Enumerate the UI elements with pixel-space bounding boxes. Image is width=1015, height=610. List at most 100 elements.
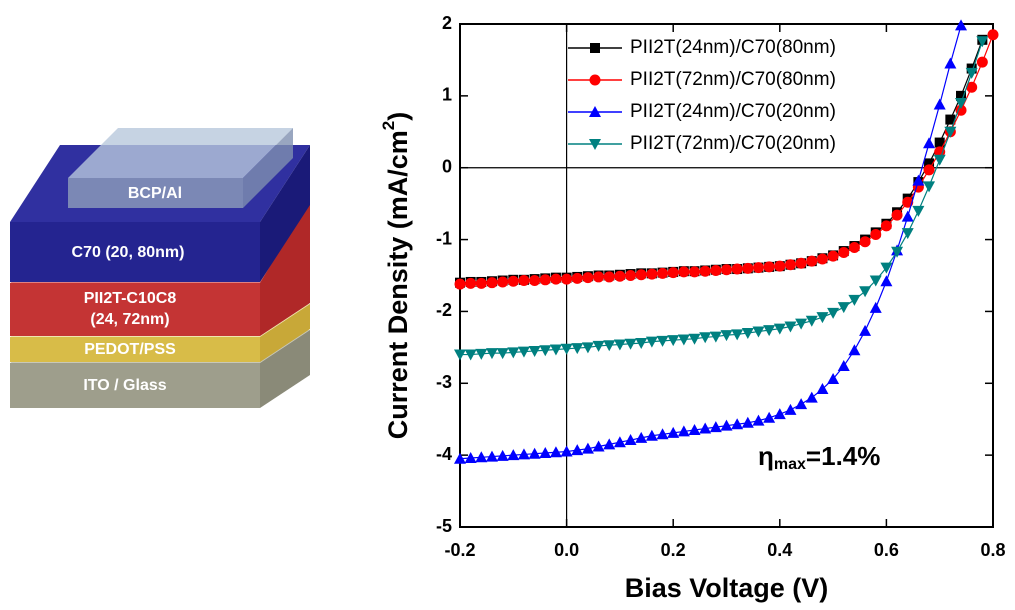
layer-front <box>10 283 260 336</box>
marker <box>741 416 754 428</box>
legend-label: PII2T(24nm)/C70(80nm) <box>630 37 836 58</box>
marker <box>485 348 498 360</box>
marker <box>933 154 946 166</box>
marker <box>752 326 765 338</box>
marker <box>699 332 712 344</box>
x-tick-label: -0.2 <box>444 540 475 560</box>
marker <box>816 253 828 265</box>
marker <box>507 449 520 461</box>
marker <box>497 276 509 288</box>
marker <box>720 330 733 342</box>
x-tick-label: 0.4 <box>767 540 792 560</box>
marker <box>902 196 914 208</box>
marker <box>912 205 925 217</box>
marker <box>677 425 690 437</box>
layer-front <box>10 337 260 362</box>
marker <box>518 275 530 287</box>
marker <box>549 446 562 458</box>
marker <box>667 426 680 438</box>
marker <box>571 444 584 456</box>
marker <box>848 344 861 356</box>
marker <box>848 294 861 306</box>
marker <box>561 273 573 285</box>
marker <box>528 447 541 459</box>
marker <box>475 348 488 360</box>
marker <box>837 360 850 372</box>
marker <box>656 335 669 347</box>
marker <box>550 273 562 285</box>
marker <box>689 266 701 278</box>
marker <box>560 445 573 457</box>
marker <box>571 343 584 355</box>
marker <box>763 261 775 273</box>
marker <box>741 327 754 339</box>
marker <box>635 269 647 281</box>
marker <box>656 428 669 440</box>
plot: -5 -4 -3 -2 -1 0 1 2 -0.2 0.0 0.2 0.4 0.6 0.8 Bias Vol… <box>379 13 1005 603</box>
marker <box>880 275 893 287</box>
annotation-symbol: η <box>758 441 774 471</box>
marker <box>934 146 946 158</box>
marker <box>987 29 999 41</box>
marker <box>827 307 840 319</box>
x-tick-label: 0.6 <box>874 540 899 560</box>
marker <box>677 334 690 346</box>
marker <box>571 272 583 284</box>
annotation-subscript: max <box>774 456 806 473</box>
marker <box>657 267 669 279</box>
legend-label: PII2T(72nm)/C70(20nm) <box>630 133 836 154</box>
marker <box>869 275 882 287</box>
y-tick-label: -4 <box>436 444 452 464</box>
marker <box>806 255 818 267</box>
layer-top <box>68 128 293 178</box>
marker <box>539 446 552 458</box>
layer-side <box>260 145 310 282</box>
marker <box>507 275 519 287</box>
marker <box>976 36 989 48</box>
legend-marker <box>589 106 601 117</box>
x-tick-label: 0.0 <box>554 540 579 560</box>
marker <box>454 452 466 464</box>
marker <box>603 438 616 450</box>
marker <box>773 323 786 335</box>
marker <box>859 324 872 336</box>
marker <box>464 452 477 464</box>
marker <box>549 344 562 356</box>
layer-front <box>10 222 260 282</box>
marker <box>603 340 616 352</box>
layer-label: ITO / Glass <box>83 377 166 394</box>
marker <box>742 262 754 274</box>
marker <box>933 98 946 110</box>
marker <box>956 90 967 101</box>
marker <box>784 403 797 415</box>
marker <box>731 263 743 275</box>
marker <box>891 246 904 258</box>
marker <box>646 268 658 280</box>
marker <box>880 262 893 274</box>
marker <box>709 331 722 343</box>
marker <box>603 271 615 283</box>
marker <box>731 418 744 430</box>
marker <box>955 19 968 31</box>
marker <box>731 329 744 341</box>
marker <box>795 398 808 410</box>
layer-label: BCP/Al <box>128 185 182 202</box>
marker <box>923 181 936 193</box>
marker <box>976 56 988 68</box>
y-tick-label: -3 <box>436 372 452 392</box>
marker <box>901 228 914 240</box>
marker <box>645 429 658 441</box>
marker <box>645 336 658 348</box>
marker <box>678 266 690 278</box>
marker <box>496 449 509 461</box>
marker <box>784 259 796 271</box>
marker <box>624 434 637 446</box>
marker <box>454 349 466 361</box>
marker <box>816 383 829 395</box>
marker <box>667 335 680 347</box>
y-tick-label: 2 <box>442 13 452 33</box>
marker <box>966 81 978 93</box>
annotation-text: =1.4% <box>806 441 880 471</box>
